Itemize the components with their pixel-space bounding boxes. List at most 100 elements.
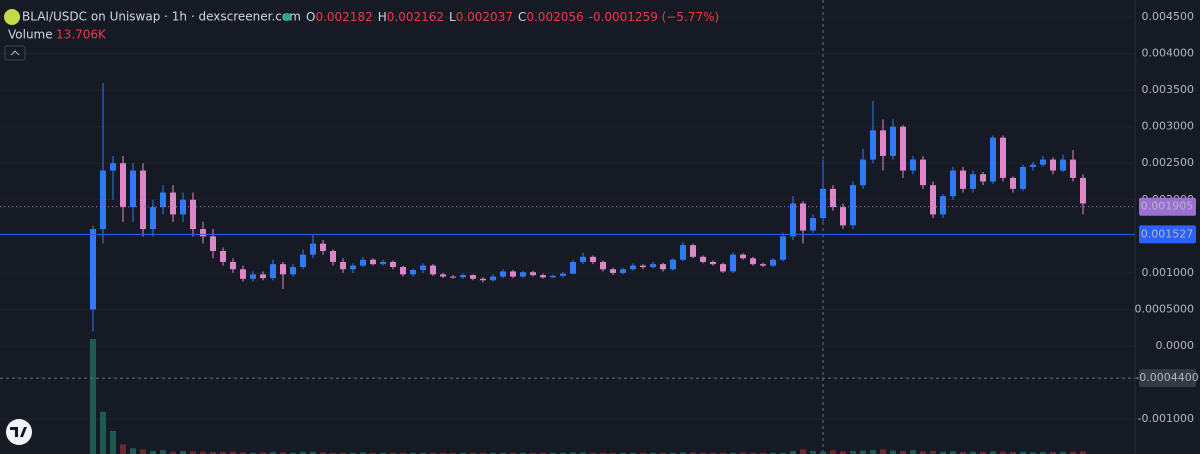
candle-body <box>600 261 606 270</box>
candle-body <box>250 274 256 279</box>
candle-body <box>890 126 896 156</box>
volume-bar <box>1010 452 1016 454</box>
volume-bar <box>610 452 616 454</box>
y-tick-label: 0.001000 <box>1142 266 1195 279</box>
volume-bar <box>880 449 886 454</box>
candle-body <box>550 275 556 278</box>
candle-body <box>1010 177 1016 189</box>
volume-bar <box>560 452 566 454</box>
volume-bar <box>370 452 376 454</box>
candle-body <box>510 271 516 277</box>
candle-body <box>590 256 596 262</box>
candle-body <box>350 265 356 270</box>
candle-body <box>180 199 186 215</box>
volume-bar <box>360 452 366 454</box>
y-tick-label: 0.0000 <box>1156 339 1195 352</box>
y-tick-label: 0.004500 <box>1142 10 1195 23</box>
volume-bar <box>900 450 906 454</box>
plot-area <box>0 0 1135 454</box>
candle-body <box>320 243 326 251</box>
volume-bar <box>1080 451 1086 454</box>
ohlc-key: O <box>306 10 315 24</box>
candle-body <box>530 272 536 276</box>
volume-bar <box>820 451 826 454</box>
candle-body <box>580 256 586 262</box>
candle-body <box>540 275 546 278</box>
candle-body <box>260 274 266 279</box>
candle-body <box>1050 159 1056 171</box>
candle-body <box>900 126 906 171</box>
y-tick-label: 0.003000 <box>1142 120 1195 133</box>
price-line-box <box>1139 225 1196 244</box>
candle-body <box>740 254 746 259</box>
candle-body <box>790 203 796 237</box>
volume-bar <box>490 452 496 454</box>
candle-body <box>430 265 436 275</box>
candle-body <box>720 264 726 272</box>
candle-body <box>120 163 126 208</box>
candle-body <box>310 243 316 255</box>
volume-bar <box>890 450 896 454</box>
candle-body <box>240 269 246 279</box>
candle-body <box>750 258 756 265</box>
volume-bar <box>110 431 116 454</box>
candle-body <box>820 188 826 219</box>
candle-body <box>910 159 916 171</box>
candle-body <box>150 207 156 230</box>
volume-bar <box>690 452 696 454</box>
ohlc-value: 0.002056 <box>526 10 583 24</box>
pair-title: BLAI/USDC on Uniswap · 1h · dexscreener.… <box>22 10 301 24</box>
volume-bar <box>230 451 236 454</box>
candle-body <box>650 264 656 268</box>
volume-bar <box>270 452 276 454</box>
volume-bar <box>500 452 506 454</box>
volume-bar <box>1000 451 1006 454</box>
candle-body <box>470 275 476 279</box>
candle-body <box>1000 137 1006 178</box>
volume-bar <box>1040 452 1046 454</box>
candle-body <box>960 170 966 189</box>
volume-bar <box>210 452 216 454</box>
volume-bar <box>400 452 406 454</box>
candle-body <box>170 192 176 215</box>
price-axis: 0.004500 0.004000 0.003500 0.003000 0.002500… <box>1135 10 1199 425</box>
crosshair-label: -0.0004400 <box>1135 371 1198 384</box>
volume-bar <box>960 452 966 454</box>
candle-body <box>480 278 486 281</box>
candle-body <box>560 273 566 276</box>
volume-bar <box>240 452 246 454</box>
candle-body <box>640 265 646 268</box>
candle-body <box>1060 159 1066 171</box>
volume-bar <box>710 452 716 454</box>
volume-bar <box>290 452 296 454</box>
volume-bar <box>220 452 226 454</box>
candle-body <box>880 130 886 156</box>
volume-bar <box>790 450 796 454</box>
y-tick-label: 0.002500 <box>1142 156 1195 169</box>
volume-bar <box>140 449 146 454</box>
candle-body <box>1040 159 1046 165</box>
candle-body <box>780 236 786 260</box>
candle-body <box>440 274 446 277</box>
volume-bar <box>1030 452 1036 454</box>
volume-bar <box>810 450 816 454</box>
volume-bar <box>390 452 396 454</box>
volume-bar <box>670 452 676 454</box>
volume-bar <box>520 452 526 454</box>
volume-bar <box>340 452 346 454</box>
candle-body <box>220 250 226 262</box>
candle-body <box>810 218 816 231</box>
ohlc-row: O0.002182 H0.002162 L0.002037 C0.002056 -0.0… <box>306 10 719 24</box>
volume-bar <box>550 452 556 454</box>
volume-bar <box>540 452 546 454</box>
volume-bar <box>320 452 326 454</box>
volume-bar <box>730 452 736 454</box>
ohlc-key: C <box>518 10 526 24</box>
candle-body <box>360 259 366 266</box>
candle-body <box>760 264 766 266</box>
collapse-button[interactable] <box>4 45 26 61</box>
volume-bar <box>940 451 946 454</box>
volume-bar <box>1070 451 1076 454</box>
volume-bar <box>600 452 606 454</box>
ohlc-value: 0.002162 <box>387 10 444 24</box>
